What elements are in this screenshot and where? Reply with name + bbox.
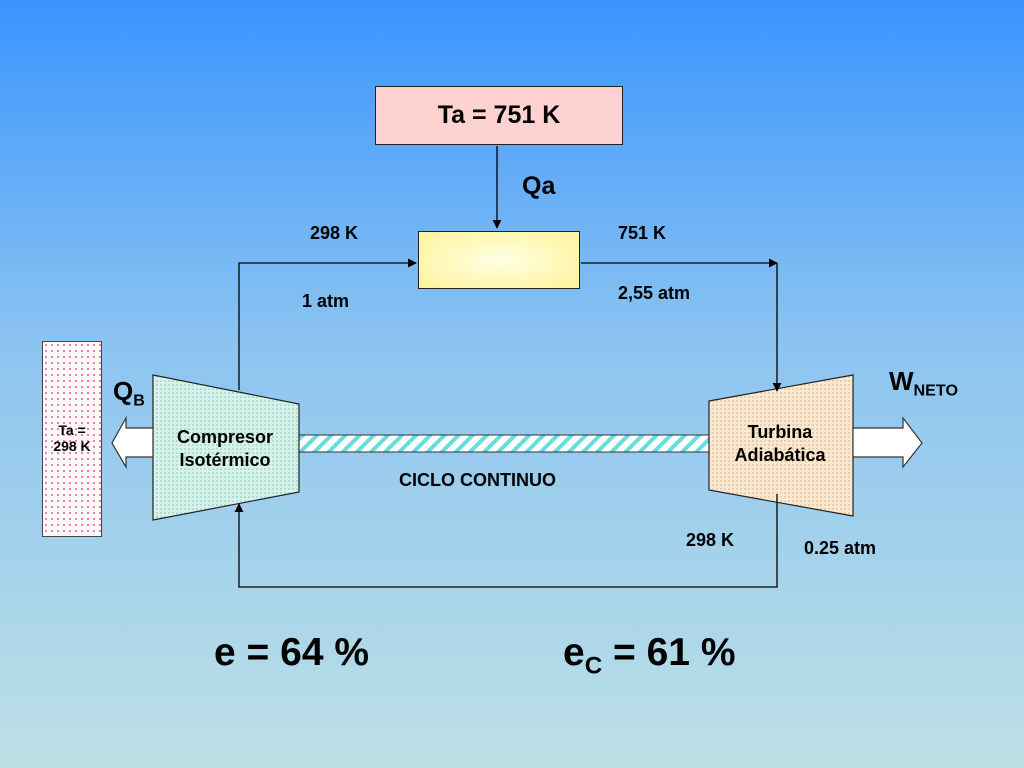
efficiency-label: e = 64 % [214, 631, 370, 674]
compressor-label-line1: Compresor [176, 427, 274, 447]
turbine-body [708, 374, 854, 517]
cold-reservoir-label-line1: Ta = [58, 422, 86, 438]
state-4-pressure: 0.25 atm [804, 538, 877, 558]
hot-reservoir: Ta = 751 K [375, 86, 623, 145]
flow-turbine-to-compressor [234, 494, 778, 588]
net-work-label-main: W [889, 366, 914, 396]
compressor-label-line2: Isotérmico [179, 450, 271, 470]
carnot-efficiency-sub: C [584, 652, 603, 680]
heat-out-label-main: Q [113, 376, 134, 406]
shaft-label: CICLO CONTINUO [399, 470, 556, 490]
turbine-label-line2: Adiabática [734, 445, 826, 465]
heat-out-arrow [111, 415, 154, 470]
heat-exchanger [418, 231, 580, 289]
shaft [295, 434, 711, 453]
cold-reservoir-label: Ta = 298 K [42, 422, 102, 454]
carnot-efficiency-rest: = 61 % [602, 631, 736, 674]
flow-compressor-to-heater [238, 258, 417, 390]
state-3-temperature: 751 K [618, 223, 667, 243]
carnot-efficiency-main: e [563, 631, 585, 674]
turbine-label: Turbina Adiabática [712, 421, 848, 467]
net-work-label: WNETO [889, 368, 958, 399]
turbine-label-line1: Turbina [747, 422, 813, 442]
compressor-body [152, 374, 300, 521]
net-work-label-sub: NETO [913, 381, 959, 400]
cold-reservoir [42, 341, 102, 537]
carnot-efficiency-label: eC = 61 % [563, 633, 736, 679]
heat-out-label-sub: B [133, 391, 145, 410]
compressor-label: Compresor Isotérmico [160, 426, 290, 472]
cold-reservoir-label-line2: 298 K [53, 438, 91, 454]
state-4-temperature: 298 K [686, 530, 735, 550]
state-3-pressure: 2,55 atm [618, 283, 691, 303]
heat-out-label: QB [113, 378, 145, 409]
state-2-temperature: 298 K [310, 223, 359, 243]
heat-in-label: Qa [522, 172, 556, 200]
hot-reservoir-label: Ta = 751 K [437, 101, 561, 129]
work-out-arrow [852, 416, 923, 469]
state-2-pressure: 1 atm [302, 291, 350, 311]
